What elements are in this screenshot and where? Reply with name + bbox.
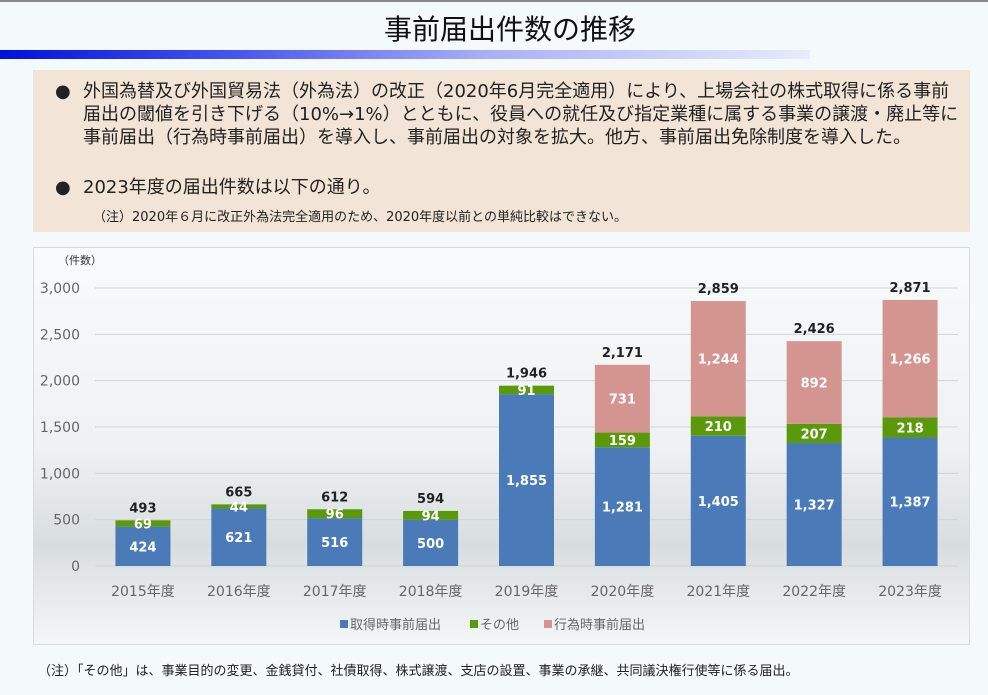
bar-segment bbox=[307, 518, 363, 566]
data-label: 94 bbox=[422, 509, 440, 524]
bar-segment bbox=[594, 447, 650, 566]
data-label: 207 bbox=[801, 427, 828, 442]
bullet-text: 2023年度の届出件数は以下の通り。 bbox=[83, 177, 381, 198]
x-tick-label: 2016年度 bbox=[207, 584, 271, 600]
bar-segment bbox=[882, 299, 938, 418]
x-tick-label: 2019年度 bbox=[495, 584, 559, 600]
top-border bbox=[0, 0, 988, 2]
bar-segment bbox=[786, 423, 842, 444]
bar-segment bbox=[403, 510, 459, 520]
bar-segment bbox=[499, 394, 554, 566]
y-tick-label: 500 bbox=[53, 513, 80, 529]
data-label: 210 bbox=[705, 420, 732, 435]
note-bottom: （注）「その他」は、事業目的の変更、金銭貸付、社債取得、株式譲渡、支店の設置、事… bbox=[38, 664, 799, 679]
data-label: 218 bbox=[896, 421, 923, 436]
bar-segment bbox=[690, 435, 746, 566]
legend-swatch bbox=[544, 620, 552, 628]
data-label: 69 bbox=[134, 518, 152, 533]
y-tick-label: 2,500 bbox=[40, 327, 80, 343]
x-tick-label: 2021年度 bbox=[686, 584, 750, 600]
x-tick-label: 2017年度 bbox=[303, 584, 367, 600]
bar-segment bbox=[499, 385, 554, 395]
data-label: 500 bbox=[417, 537, 444, 552]
data-label: 44 bbox=[230, 500, 248, 515]
x-tick-label: 2015年度 bbox=[111, 584, 175, 600]
data-label: 91 bbox=[517, 384, 535, 399]
total-label: 2,171 bbox=[602, 346, 643, 361]
bar-segment bbox=[690, 416, 746, 436]
bullet-icon: ● bbox=[55, 81, 71, 102]
data-label: 1,244 bbox=[698, 353, 739, 368]
total-label: 2,426 bbox=[794, 322, 835, 337]
y-tick-label: 1,000 bbox=[40, 466, 80, 482]
total-label: 2,859 bbox=[698, 282, 739, 297]
bar-segment bbox=[882, 437, 938, 566]
bar-segment bbox=[786, 341, 842, 424]
bar-segment bbox=[786, 443, 842, 566]
y-axis-label: （件数） bbox=[58, 254, 102, 267]
total-label: 665 bbox=[225, 485, 252, 500]
summary-box: ● 外国為替及び外国貿易法（外為法）の改正（2020年6月完全適用）により、上場… bbox=[33, 70, 970, 232]
bar-segment bbox=[115, 520, 171, 527]
total-label: 2,871 bbox=[889, 281, 930, 296]
x-tick-label: 2022年度 bbox=[782, 584, 846, 600]
bar-segment bbox=[403, 519, 459, 566]
total-label: 1,946 bbox=[506, 367, 547, 382]
bar-segment bbox=[594, 432, 650, 448]
data-label: 892 bbox=[801, 377, 828, 392]
x-tick-label: 2018年度 bbox=[399, 584, 463, 600]
y-tick-label: 0 bbox=[71, 559, 80, 575]
data-label: 1,405 bbox=[698, 495, 739, 510]
bar-segment bbox=[307, 509, 363, 519]
total-label: 493 bbox=[129, 501, 156, 516]
total-label: 594 bbox=[417, 492, 444, 507]
legend-label: 行為時事前届出 bbox=[554, 617, 645, 633]
title-underline-gradient bbox=[0, 50, 810, 59]
y-tick-label: 1,500 bbox=[40, 420, 80, 436]
legend-swatch bbox=[470, 620, 478, 628]
legend-label: その他 bbox=[480, 618, 519, 633]
data-label: 621 bbox=[225, 531, 252, 546]
data-label: 159 bbox=[609, 434, 636, 449]
x-tick-label: 2020年度 bbox=[591, 584, 655, 600]
bullet-icon: ● bbox=[55, 177, 71, 198]
bar-segment bbox=[211, 508, 267, 566]
data-label: 1,327 bbox=[794, 499, 835, 514]
bar-segment bbox=[690, 301, 746, 417]
bar-segment bbox=[115, 526, 171, 566]
data-label: 1,266 bbox=[889, 353, 930, 368]
bullet-text: 外国為替及び外国貿易法（外為法）の改正（2020年6月完全適用）により、上場会社… bbox=[83, 81, 959, 148]
page-title: 事前届出件数の推移 bbox=[383, 13, 636, 46]
legend-swatch bbox=[340, 620, 348, 628]
data-label: 516 bbox=[321, 536, 348, 551]
data-label: 731 bbox=[609, 393, 636, 408]
data-label: 96 bbox=[326, 508, 344, 523]
bar-segment bbox=[882, 417, 938, 438]
x-tick-label: 2023年度 bbox=[878, 584, 942, 600]
bar-segment bbox=[594, 364, 650, 433]
y-tick-label: 2,000 bbox=[40, 374, 80, 390]
note-top: （注）2020年６月に改正外為法完全適用のため、2020年度以前との単純比較はで… bbox=[93, 210, 628, 225]
total-label: 612 bbox=[321, 490, 348, 505]
data-label: 424 bbox=[129, 540, 156, 555]
data-label: 1,855 bbox=[506, 474, 547, 489]
bar-segment bbox=[211, 504, 267, 509]
data-label: 1,387 bbox=[889, 496, 930, 511]
y-tick-label: 3,000 bbox=[40, 281, 80, 297]
legend-label: 取得時事前届出 bbox=[350, 617, 441, 633]
data-label: 1,281 bbox=[602, 501, 643, 516]
